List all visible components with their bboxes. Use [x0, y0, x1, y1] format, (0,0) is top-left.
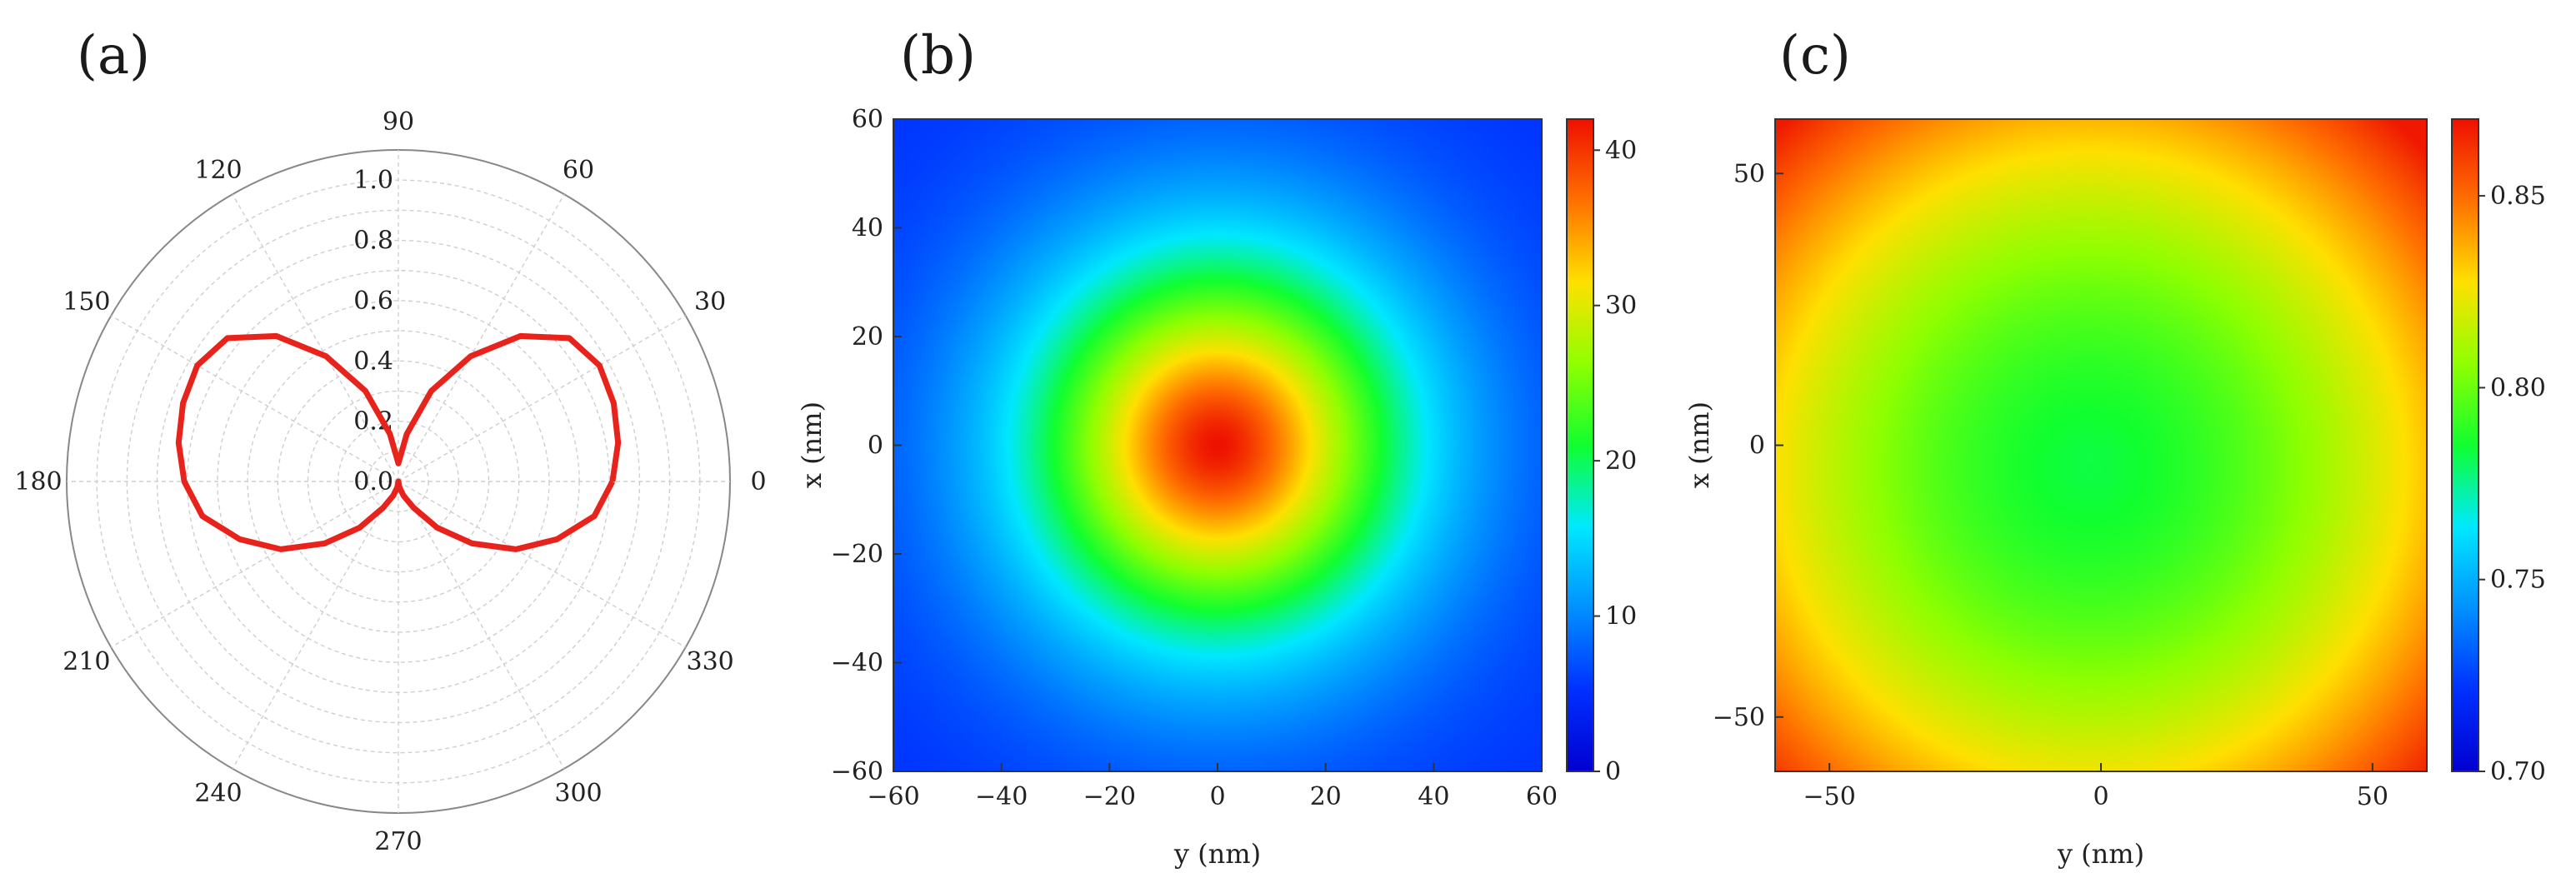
heatmap-c-ticks: −50 0 50 −50 0 50: [1713, 159, 2388, 811]
polar-angle-label: 120: [194, 156, 242, 185]
polar-radial-label: 1.0: [353, 166, 393, 195]
x-tick-label: 20: [1310, 782, 1342, 811]
heatmap-b-ticks: −60 −40 −20 0 20 40 60 −60 −40 −20 0 20 40 60: [831, 105, 1558, 811]
polar-angle-label: 60: [563, 156, 594, 185]
heatmap-b: (b) −60 −40 −20 0 20 40 60 −60 −40 −20 0 20 40 60 y (…: [796, 25, 1637, 870]
colorbar-tick-label: 20: [1605, 446, 1637, 476]
heatmap-c-ylabel: x (nm): [1683, 402, 1715, 488]
polar-grid-spoke: [110, 481, 399, 648]
polar-grid: [66, 149, 731, 814]
polar-angle-label: 180: [14, 467, 62, 496]
y-tick-label: 60: [852, 105, 883, 134]
polar-radial-labels: 0.00.20.40.60.81.0: [353, 166, 393, 496]
polar-angle-label: 0: [750, 467, 766, 496]
polar-grid-spoke: [398, 481, 565, 770]
polar-grid-spoke: [398, 481, 687, 648]
y-tick-label: 0: [1749, 432, 1765, 461]
polar-angle-label: 300: [554, 779, 602, 808]
y-tick-label: 40: [852, 214, 883, 243]
polar-radial-label: 0.0: [353, 467, 393, 496]
polar-angle-label: 150: [63, 287, 110, 317]
x-tick-label: 40: [1418, 782, 1449, 811]
y-tick-label: −60: [831, 757, 883, 786]
polar-grid-spoke: [398, 315, 687, 482]
colorbar-tick-label: 0: [1605, 757, 1621, 786]
polar-radial-label: 0.8: [353, 227, 393, 256]
colorbar-c-ticks: 0.70 0.75 0.80 0.85: [2478, 182, 2546, 786]
x-tick-label: 50: [2357, 782, 2388, 811]
polar-grid-spoke: [232, 193, 399, 482]
x-tick-label: 0: [1209, 782, 1225, 811]
heatmap-c-xlabel: y (nm): [2057, 838, 2144, 870]
colorbar-tick-label: 10: [1605, 602, 1637, 631]
y-tick-label: −50: [1713, 703, 1765, 732]
colorbar-tick-label: 0.70: [2490, 757, 2546, 786]
heatmap-b-ylabel: x (nm): [796, 402, 828, 488]
panel-label-b: (b): [900, 25, 976, 87]
colorbar-tick-label: 0.85: [2490, 182, 2546, 211]
x-tick-label: −60: [867, 782, 919, 811]
polar-grid-spoke: [232, 481, 399, 770]
x-tick-label: 0: [2093, 782, 2108, 811]
polar-angle-label: 240: [194, 779, 242, 808]
colorbar-tick-label: 0.75: [2490, 566, 2546, 595]
colorbar-tick-label: 40: [1605, 136, 1637, 165]
polar-angle-label: 210: [63, 647, 110, 676]
polar-radial-label: 0.4: [353, 347, 393, 376]
polar-grid-spoke: [110, 315, 399, 482]
polar-angle-label: 330: [686, 647, 733, 676]
polar-series-line: [175, 332, 622, 552]
y-tick-label: −40: [831, 649, 883, 678]
heatmap-c-image: [1775, 119, 2427, 771]
polar-grid-spoke: [398, 193, 565, 482]
heatmap-b-image: [893, 119, 1542, 771]
colorbar-tick-label: 0.80: [2490, 373, 2546, 402]
colorbar-b: [1566, 118, 1594, 772]
polar-angle-label: 90: [383, 107, 414, 137]
y-tick-label: 20: [852, 322, 883, 352]
panel-label-c: (c): [1779, 25, 1851, 87]
polar-radial-label: 0.6: [353, 287, 393, 316]
colorbar-b-ticks: 0 10 20 30 40: [1593, 136, 1637, 786]
heatmap-b-xlabel: y (nm): [1173, 838, 1261, 870]
y-tick-label: 0: [868, 432, 883, 461]
panel-label-a: (a): [77, 25, 150, 87]
x-tick-label: −20: [1083, 782, 1136, 811]
x-tick-label: 60: [1526, 782, 1558, 811]
y-tick-label: −20: [831, 540, 883, 569]
x-tick-label: −40: [975, 782, 1028, 811]
y-tick-label: 50: [1733, 159, 1765, 188]
colorbar-c: [2451, 118, 2479, 772]
polar-angle-label: 270: [374, 827, 422, 856]
polar-angle-label: 30: [694, 287, 726, 317]
colorbar-tick-label: 30: [1605, 292, 1637, 321]
x-tick-label: −50: [1803, 782, 1856, 811]
polar-angle-labels: 0 30 60 90 120 150 180 210 240 270 300 330: [14, 107, 766, 856]
